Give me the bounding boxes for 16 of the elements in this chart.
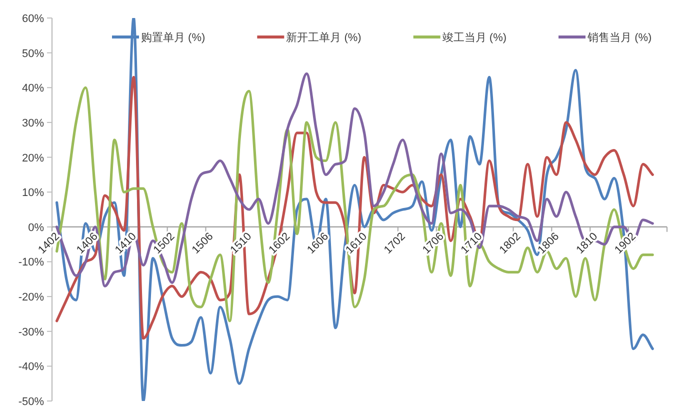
y-tick-label: -10% <box>18 256 44 269</box>
y-tick-label: 10% <box>22 187 44 200</box>
y-tick-label: 50% <box>22 48 44 60</box>
legend-label: 销售当月 (%) <box>586 32 652 44</box>
legend-label: 新开工单月 (%) <box>286 31 362 44</box>
y-tick-label: 0% <box>28 222 44 234</box>
y-tick-label: -20% <box>18 292 44 304</box>
y-tick-label: 30% <box>22 117 44 130</box>
y-tick-label: 20% <box>22 152 44 164</box>
legend-label: 竣工当月 (%) <box>442 31 507 44</box>
y-tick-label: -30% <box>18 326 44 338</box>
y-tick-label: 40% <box>22 82 44 95</box>
y-tick-label: -50% <box>18 396 44 408</box>
legend-label: 购置单月 (%) <box>141 31 206 44</box>
y-tick-label: 60% <box>22 13 44 25</box>
y-tick-label: -40% <box>18 361 44 374</box>
